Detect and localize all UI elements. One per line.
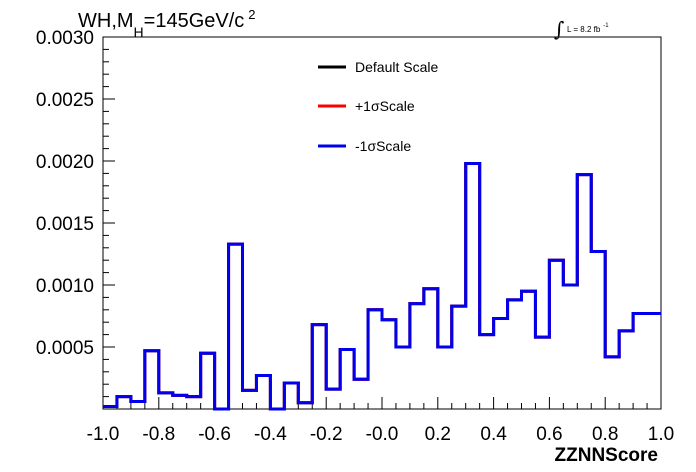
y-tick-label: 0.0005 [36, 338, 94, 359]
x-tick-label: -1.0 [87, 424, 120, 445]
legend: Default Scale +1σScale -1σScale [318, 59, 438, 154]
y-tick-label: 0.0030 [36, 28, 94, 49]
x-tick-label: -0.8 [142, 424, 175, 445]
y-axis-ticks: 0.0005 0.0010 0.0015 0.0020 0.0025 0.0030 [36, 28, 115, 398]
x-tick-label: -0.4 [254, 424, 287, 445]
y-tick-label: 0.0015 [36, 214, 94, 235]
x-axis-ticks: -1.0 -0.8 -0.6 -0.4 -0.2 -0.0 0.2 0.4 0.6 0.8 1.0 [87, 397, 674, 445]
x-tick-label: -0.6 [198, 424, 231, 445]
series-line-2 [103, 161, 661, 411]
x-tick-label: 1.0 [648, 424, 674, 445]
x-axis-title: ZZNNScore [555, 445, 658, 466]
legend-label-minus1sigma: -1σScale [355, 138, 411, 154]
y-tick-label: 0.0020 [36, 152, 94, 173]
y-tick-label: 0.0010 [36, 276, 94, 297]
luminosity-label: L = 8.2 fb -1 [567, 23, 609, 34]
x-tick-label: 0.2 [425, 424, 451, 445]
legend-label-default: Default Scale [355, 59, 438, 75]
x-tick-label: 0.6 [536, 424, 562, 445]
series-layer [103, 161, 661, 411]
x-tick-label: 0.8 [592, 424, 618, 445]
integral-symbol: ∫ [554, 17, 564, 41]
y-tick-label: 0.0025 [36, 90, 94, 111]
legend-label-plus1sigma: +1σScale [355, 98, 415, 114]
x-tick-label: -0.2 [310, 424, 343, 445]
x-tick-label: 0.4 [480, 424, 507, 445]
x-tick-label: -0.0 [366, 424, 399, 445]
chart-title: WH,MH=145GeV/c 2 [78, 7, 256, 40]
